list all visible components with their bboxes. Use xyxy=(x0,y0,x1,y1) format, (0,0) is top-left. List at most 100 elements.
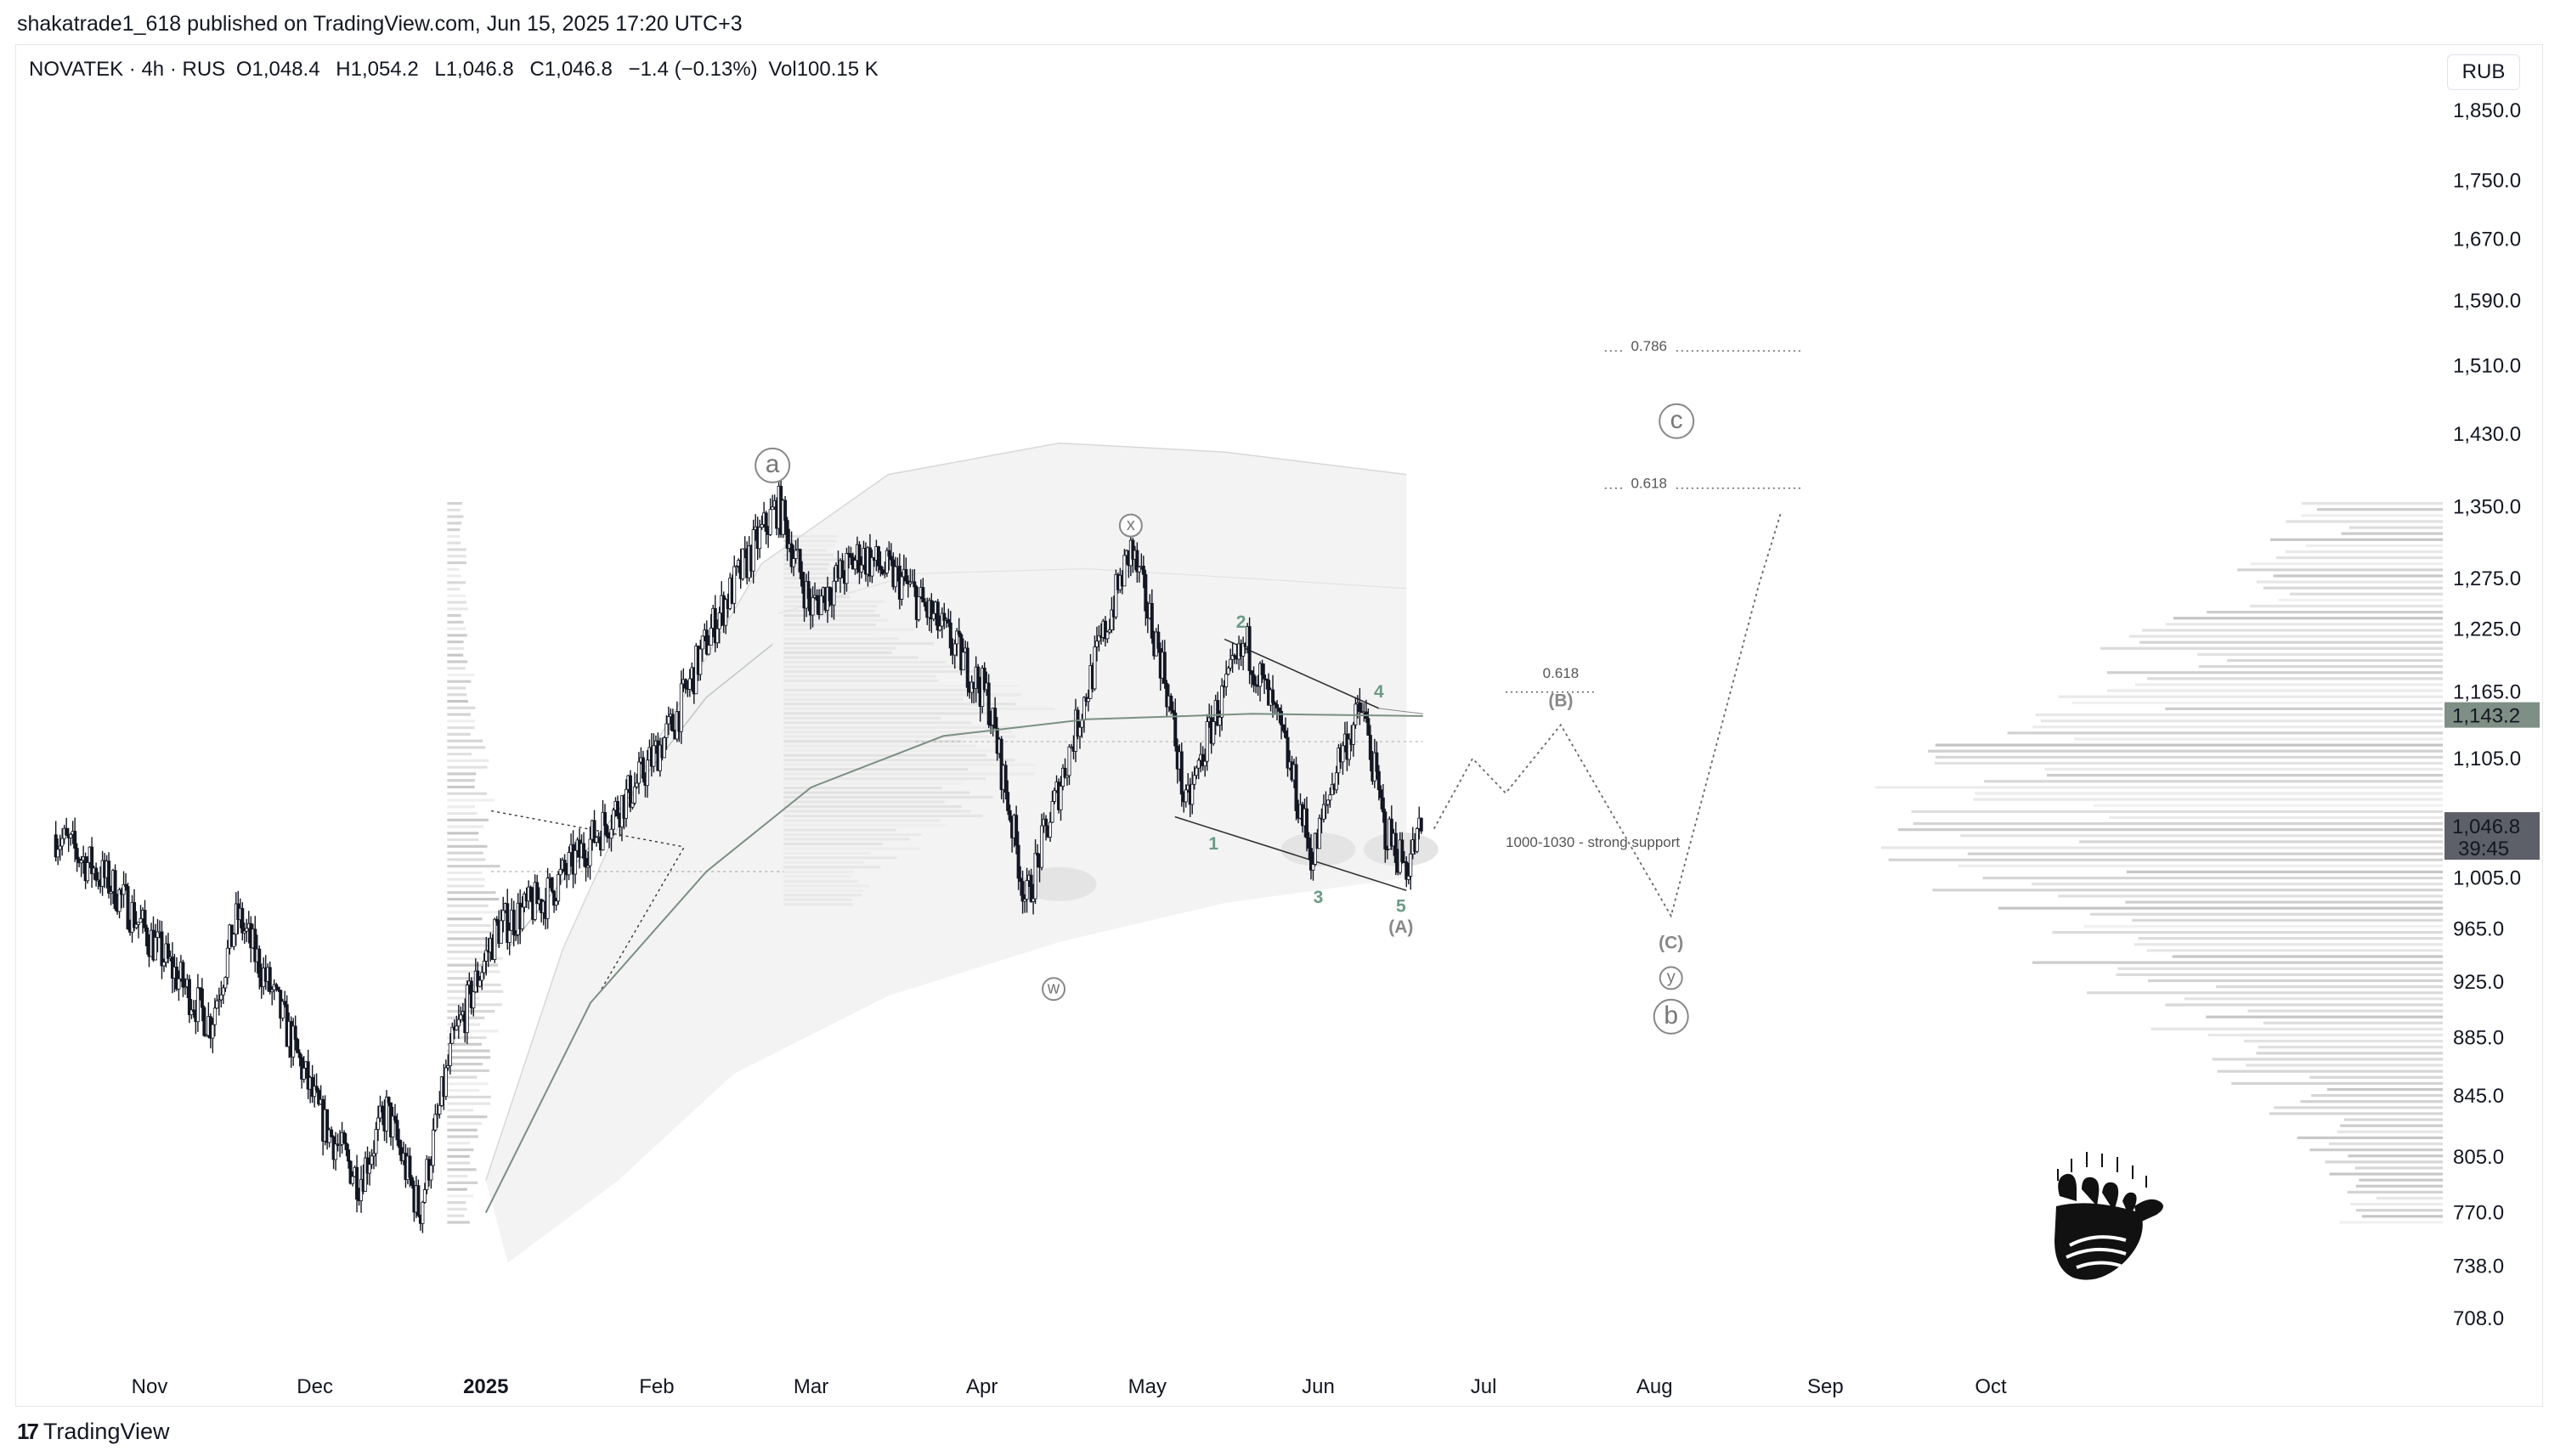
volume-profile-row xyxy=(447,937,493,940)
candle-body xyxy=(1156,631,1161,649)
volume-profile-row xyxy=(447,1214,465,1217)
candle-body xyxy=(211,1024,215,1039)
annotation-bg xyxy=(1623,336,1675,356)
candle-body xyxy=(459,1014,463,1020)
candle-body xyxy=(603,812,608,827)
candle-body xyxy=(58,845,62,850)
candle-body xyxy=(628,775,632,808)
candle-body xyxy=(947,618,951,624)
y-tick-label: 1,850.0 xyxy=(2453,99,2521,122)
shaka-hand-logo xyxy=(2054,1152,2163,1280)
x-tick-label: May xyxy=(1128,1375,1167,1398)
candle-body xyxy=(1313,832,1317,865)
candle-body xyxy=(1165,683,1169,708)
volume-profile-row xyxy=(447,970,500,973)
candle-body xyxy=(338,1143,342,1146)
candle-body xyxy=(798,549,802,573)
volume-profile-row xyxy=(1880,846,2443,849)
candle-body xyxy=(177,978,181,990)
volume-profile-row xyxy=(1973,798,2443,801)
candle-body xyxy=(113,870,117,909)
volume-profile-row xyxy=(1934,761,2443,765)
candle-body xyxy=(1093,646,1097,690)
candle-body xyxy=(1419,817,1423,832)
candle-body xyxy=(397,1139,401,1148)
currency-button[interactable]: RUB xyxy=(2447,54,2520,90)
candle-body xyxy=(952,643,957,656)
candle-body xyxy=(635,782,639,787)
volume-profile-row xyxy=(2359,1178,2443,1182)
candle-body xyxy=(976,666,981,689)
candle-body xyxy=(611,810,615,830)
candle-body xyxy=(499,920,503,944)
wave-circle xyxy=(755,447,791,483)
current-price-text: 1,046.8 xyxy=(2452,815,2520,838)
volume-profile-row xyxy=(447,1135,478,1138)
tradingview-logo-icon: 17 xyxy=(17,1419,39,1444)
volume-profile-row xyxy=(2165,707,2443,711)
candle-body xyxy=(446,1065,450,1069)
candle-body xyxy=(792,558,796,567)
candle-body xyxy=(1400,839,1404,862)
volume-profile-row xyxy=(2165,1003,2443,1007)
candle-body xyxy=(586,865,591,868)
candle-body xyxy=(438,1104,442,1115)
volume-profile-row xyxy=(2273,574,2443,578)
candle-body xyxy=(1103,620,1107,640)
volume-profile-row xyxy=(447,1128,478,1132)
volume-profile-row xyxy=(2087,991,2443,995)
support-oval xyxy=(1280,832,1356,866)
volume-profile-row xyxy=(447,1082,489,1086)
candle-body xyxy=(1325,799,1330,805)
time-axis[interactable]: Nov Dec 2025 Feb Mar Apr May Jun Jul Aug Sep Oct xyxy=(132,1375,2007,1398)
candle-body xyxy=(1241,643,1246,657)
candle-body xyxy=(1105,631,1110,640)
candle-body xyxy=(195,987,200,1023)
candle-body xyxy=(632,786,636,804)
candle-body xyxy=(240,907,245,934)
volume-profile-row xyxy=(2044,767,2443,771)
candle-body xyxy=(223,977,228,989)
candle-body xyxy=(840,560,845,578)
volume-profile-row xyxy=(447,646,465,651)
candle-body xyxy=(268,967,272,992)
candle-body xyxy=(330,1129,334,1137)
volume-profile-row xyxy=(447,720,475,723)
annotations: 0.786 0.618 0.618 1000-1030 - strong suppor… xyxy=(1506,336,1680,850)
candle-body xyxy=(408,1155,412,1178)
candle-body xyxy=(1311,864,1315,871)
candle-body xyxy=(1023,899,1027,902)
volume-profile-row xyxy=(2263,1021,2443,1024)
tradingview-brand[interactable]: 17 TradingView xyxy=(17,1419,170,1445)
candle-body xyxy=(1308,848,1313,871)
volume-profile-row xyxy=(447,779,475,782)
volume-profile-row xyxy=(447,1030,499,1033)
candle-body xyxy=(732,566,737,604)
volume-profile-row xyxy=(2289,592,2443,595)
candle-body xyxy=(355,1166,359,1200)
volume-profile-row xyxy=(447,601,466,604)
candle-body xyxy=(1040,825,1044,868)
candle-body xyxy=(219,994,223,1001)
volume-profile-row xyxy=(2250,562,2443,566)
candle-body xyxy=(1173,712,1178,747)
moving-average xyxy=(484,713,1423,1214)
volume-profile-row xyxy=(447,1089,480,1092)
price-axis[interactable]: 1,850.0 1,750.0 1,670.0 1,590.0 1,510.0 1,430… xyxy=(2453,99,2521,1330)
candle-body xyxy=(1366,718,1371,736)
volume-profile-row xyxy=(2117,967,2443,970)
candle-body xyxy=(921,587,925,603)
candle-body xyxy=(666,716,670,725)
volume-profile-row xyxy=(447,1175,468,1178)
candle-body xyxy=(982,668,986,691)
candle-body xyxy=(1184,789,1188,803)
candle-body xyxy=(1015,815,1019,846)
candle-body xyxy=(242,930,246,934)
low-value: 1,046.8 xyxy=(445,58,514,81)
candle-body xyxy=(615,800,619,817)
symbol-name[interactable]: NOVATEK · 4h · RUS xyxy=(29,58,226,81)
volume-profile-row xyxy=(1928,749,2443,753)
candle-body xyxy=(376,1117,381,1130)
volume-profile-row xyxy=(2052,930,2443,934)
